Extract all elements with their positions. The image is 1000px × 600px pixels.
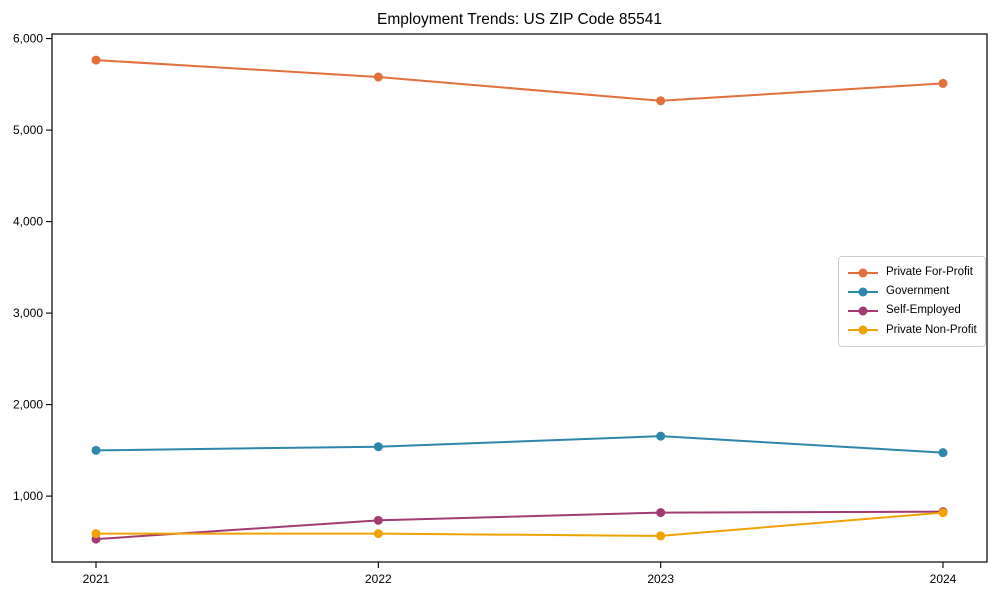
- legend-line-marker-icon: [848, 287, 878, 297]
- legend-item-government: Government: [847, 282, 977, 301]
- data-point-private-for-profit-2023: [656, 96, 666, 106]
- y-tick-label: 2,000: [13, 398, 43, 412]
- data-point-private-for-profit-2021: [91, 55, 101, 65]
- legend-item-label: Private Non-Profit: [886, 323, 977, 336]
- legend-line-marker-icon: [848, 268, 878, 277]
- data-point-self-employed-2022: [373, 515, 383, 525]
- y-tick-label: 1,000: [13, 489, 43, 503]
- series-line-government: [95, 435, 944, 454]
- x-tick-label-2021: 2021: [83, 572, 110, 586]
- data-point-government-2021: [91, 445, 101, 455]
- data-point-private-non-profit-2021: [91, 529, 101, 539]
- legend-item-private-for-profit: Private For-Profit: [847, 263, 977, 282]
- data-point-private-for-profit-2024: [938, 78, 948, 88]
- legend: Private For-Profit Government Self-Employe…: [838, 256, 986, 347]
- x-tick-label-2023: 2023: [647, 572, 674, 586]
- legend-item-private-non-profit: Private Non-Profit: [847, 321, 977, 340]
- legend-item-label: Government: [886, 285, 950, 298]
- legend-item-label: Self-Employed: [886, 304, 961, 317]
- data-point-government-2023: [656, 431, 666, 441]
- y-tick-label: 5,000: [13, 123, 43, 137]
- y-tick-label: 3,000: [13, 306, 43, 320]
- data-point-private-non-profit-2022: [373, 529, 383, 539]
- y-tick-label: 4,000: [13, 215, 43, 229]
- series-line-private-non-profit: [95, 511, 944, 537]
- data-point-government-2022: [373, 442, 383, 452]
- chart-title: Employment Trends: US ZIP Code 85541: [377, 11, 662, 28]
- data-point-private-non-profit-2024: [938, 508, 948, 518]
- legend-line-marker-icon: [848, 325, 878, 335]
- legend-item-self-employed: Self-Employed: [847, 302, 977, 321]
- legend-item-label: Private For-Profit: [886, 265, 973, 278]
- series-line-self-employed: [95, 510, 944, 541]
- legend-line-marker-icon: [848, 306, 878, 316]
- series-layer: [91, 55, 948, 544]
- plot-border: [51, 33, 988, 563]
- axes-layer: 1,000 2,000 3,000 4,000 5,000 6,000 2021 2022 20…: [13, 32, 957, 586]
- series-line-private-for-profit: [95, 59, 944, 102]
- data-point-government-2024: [938, 448, 948, 458]
- x-tick-label-2022: 2022: [365, 572, 392, 586]
- data-point-self-employed-2023: [656, 508, 666, 518]
- data-point-private-for-profit-2022: [373, 72, 383, 82]
- data-point-private-non-profit-2023: [656, 531, 666, 541]
- y-tick-label: 6,000: [13, 32, 43, 46]
- x-tick-label-2024: 2024: [930, 572, 957, 586]
